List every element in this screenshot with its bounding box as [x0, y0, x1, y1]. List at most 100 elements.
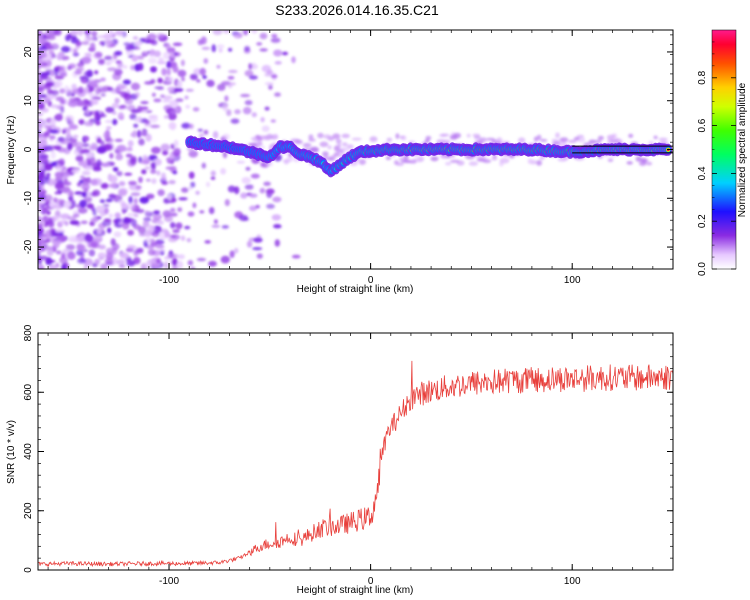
noise-speck — [184, 226, 190, 229]
noise-speck — [400, 136, 405, 139]
noise-speck — [188, 211, 195, 216]
noise-speck — [589, 140, 597, 144]
noise-speck — [107, 87, 113, 91]
noise-speck — [216, 65, 220, 69]
noise-speck — [114, 51, 122, 56]
noise-speck — [173, 66, 179, 73]
noise-speck — [50, 162, 57, 167]
noise-speck — [136, 209, 145, 213]
noise-speck — [138, 107, 143, 113]
noise-speck — [104, 218, 111, 222]
noise-speck — [83, 143, 90, 147]
noise-speck — [174, 140, 179, 148]
noise-speck — [49, 135, 55, 139]
noise-speck — [162, 99, 170, 102]
noise-speck — [101, 183, 109, 189]
noise-speck — [244, 46, 250, 52]
noise-speck — [76, 68, 85, 71]
noise-speck — [534, 137, 538, 142]
noise-speck — [55, 182, 65, 189]
noise-speck — [112, 119, 117, 125]
noise-speck — [94, 235, 103, 243]
colorbar-tick-label: 0.8 — [697, 70, 708, 84]
noise-speck — [214, 219, 218, 224]
noise-speck — [654, 136, 658, 140]
noise-speck — [167, 254, 176, 257]
y-tick-label: 600 — [23, 383, 34, 400]
noise-speck — [51, 104, 58, 108]
noise-speck — [161, 177, 167, 181]
noise-speck — [220, 168, 226, 175]
noise-speck — [106, 248, 114, 255]
noise-speck — [124, 173, 132, 176]
noise-speck — [327, 145, 332, 149]
noise-speck — [230, 250, 235, 258]
page-title: S233.2026.014.16.35.C21 — [275, 2, 439, 18]
noise-speck — [483, 159, 491, 163]
noise-speck — [266, 204, 275, 209]
noise-speck — [291, 56, 296, 63]
noise-speck — [336, 139, 342, 144]
noise-speck — [145, 40, 150, 43]
noise-speck — [273, 134, 278, 139]
noise-speck — [158, 58, 164, 61]
noise-speck — [173, 43, 183, 47]
noise-speck — [186, 89, 194, 92]
noise-speck — [105, 120, 113, 123]
noise-speck — [181, 60, 185, 67]
noise-speck — [121, 202, 127, 208]
noise-speck — [82, 57, 92, 64]
noise-speck — [243, 107, 252, 114]
noise-speck — [94, 259, 100, 265]
noise-speck — [95, 121, 100, 126]
noise-speck — [370, 136, 378, 142]
noise-speck — [234, 109, 241, 114]
noise-speck — [151, 147, 161, 154]
noise-speck — [96, 159, 101, 167]
noise-speck — [96, 111, 100, 117]
noise-speck — [190, 74, 198, 80]
noise-speck — [265, 82, 274, 86]
noise-speck — [197, 258, 206, 261]
noise-speck — [134, 213, 139, 217]
noise-speck — [240, 193, 247, 199]
noise-speck — [164, 115, 168, 119]
snr-panel: -100 0 100 0 200 400 600 800 Height of straight… — [6, 324, 673, 596]
noise-speck — [44, 145, 53, 151]
noise-speck — [123, 42, 130, 46]
noise-speck — [60, 107, 64, 114]
noise-speck — [161, 144, 171, 152]
noise-speck — [260, 33, 268, 40]
colorbar-tick-label: 0.0 — [697, 262, 708, 276]
noise-speck — [128, 196, 132, 204]
noise-speck — [60, 73, 67, 77]
noise-speck — [139, 197, 149, 204]
noise-speck — [77, 244, 84, 251]
noise-speck — [211, 44, 216, 52]
figure-canvas: S233.2026.014.16.35.C21 -100 0 100-20-1001… — [0, 0, 750, 600]
noise-speck — [342, 142, 348, 146]
noise-speck — [153, 99, 161, 103]
noise-speck — [78, 101, 86, 107]
noise-speck — [177, 207, 182, 212]
noise-speck — [257, 253, 263, 258]
noise-speck — [43, 216, 48, 221]
noise-speck — [71, 84, 77, 91]
noise-speck — [320, 142, 329, 148]
noise-speck — [84, 234, 93, 242]
noise-speck — [84, 136, 89, 142]
noise-speck — [107, 228, 111, 234]
noise-speck — [206, 182, 210, 187]
noise-speck — [536, 160, 542, 166]
noise-speck — [157, 189, 164, 196]
noise-speck — [185, 105, 190, 109]
noise-speck — [84, 53, 91, 56]
noise-speck — [74, 70, 82, 74]
noise-speck — [50, 151, 56, 159]
noise-speck — [189, 172, 195, 179]
noise-speck — [81, 79, 87, 84]
noise-speck — [95, 52, 103, 58]
noise-speck — [474, 136, 481, 140]
noise-speck — [56, 80, 63, 88]
noise-speck — [84, 188, 89, 193]
